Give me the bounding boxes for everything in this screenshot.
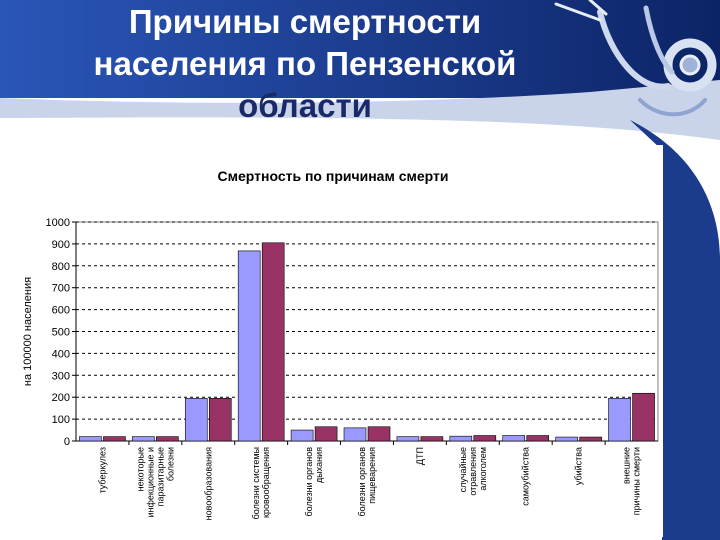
bar [103, 436, 126, 442]
y-tick-label: 500 [52, 327, 70, 339]
x-tick-label-line: отравления [468, 447, 478, 496]
x-tick-label: туберкулез [97, 447, 107, 493]
y-tick-label: 900 [52, 239, 70, 251]
x-tick-label-line: причины смерти [632, 447, 642, 515]
x-tick-label: болезни органовпищеварения [357, 447, 377, 517]
x-tick-label: ДТП [415, 447, 425, 465]
x-tick-label-line: пищеварения [367, 447, 377, 504]
chart-panel: Смертность по причинам смерти 0 100 200 300 4… [3, 145, 663, 537]
bar-chart: Смертность по причинам смерти 0 100 200 300 4… [22, 168, 659, 520]
stethoscope-icon [554, 0, 717, 117]
bar [237, 250, 261, 442]
bar [579, 436, 602, 442]
bar [314, 426, 338, 442]
x-tick-label-line: паразитарные [155, 447, 165, 506]
x-tick-label-line: болезни системы [251, 447, 261, 519]
x-tick-label: самоубийства [521, 447, 531, 506]
bar [502, 435, 526, 442]
y-tick-label: 400 [52, 348, 70, 360]
y-tick-label: 1000 [46, 217, 70, 229]
x-tick-label-line: случайные [458, 447, 468, 492]
x-tick-label-line: болезни органов [357, 447, 367, 517]
bar [156, 436, 179, 442]
bar [367, 426, 391, 442]
x-tick-label: случайныеотравленияалкоголем [458, 447, 488, 496]
page-title-line-3: области [238, 87, 372, 124]
chart-title: Смертность по причинам смерти [218, 168, 449, 184]
x-tick-label-line: новообразования [203, 447, 213, 520]
right-panel [630, 120, 720, 540]
bar [184, 397, 208, 442]
bar [632, 392, 655, 442]
bar [608, 397, 631, 442]
x-tick-label-line: дыхания [314, 447, 324, 483]
bar [473, 435, 497, 442]
x-tick-label-line: кровообращения [261, 447, 271, 518]
bar [555, 436, 578, 442]
bar [290, 429, 314, 442]
bar [132, 436, 155, 442]
header-swoosh [0, 80, 720, 140]
x-tick-label-line: ДТП [415, 447, 425, 465]
x-tick-label-line: инфекционные и [145, 447, 155, 517]
page-title-line-2: населения по Пензенской [93, 45, 517, 82]
x-tick-label: болезни системыкровообращения [251, 447, 271, 519]
y-tick-label: 100 [52, 414, 70, 426]
bar [420, 436, 444, 442]
y-tick-label: 700 [52, 283, 70, 295]
bar [79, 436, 102, 442]
page-title-line-1: Причины смертности [128, 3, 482, 40]
y-tick-label: 300 [52, 370, 70, 382]
x-tick-label: некоторыеинфекционные ипаразитарныеболез… [135, 447, 175, 517]
x-tick-label-line: убийства [574, 447, 584, 485]
bar [261, 242, 285, 442]
x-tick-label-line: туберкулез [97, 447, 107, 493]
x-tick-label-line: болезни органов [304, 447, 314, 517]
x-tick-label-line: болезни [165, 447, 175, 481]
x-tick-label-line: самоубийства [521, 447, 531, 506]
y-axis-title: на 100000 населения [22, 277, 34, 386]
y-tick-label: 0 [64, 436, 70, 448]
bar [526, 435, 550, 442]
x-tick-label-line: некоторые [135, 447, 145, 491]
y-tick-label: 600 [52, 305, 70, 317]
bar [449, 435, 473, 442]
x-tick-label: новообразования [203, 447, 213, 520]
x-tick-label: внешниепричины смерти [622, 447, 642, 515]
x-tick-label-line: внешние [622, 447, 632, 484]
bar [343, 427, 367, 442]
bar [396, 436, 420, 442]
y-tick-label: 200 [52, 392, 70, 404]
x-tick-label-line: алкоголем [478, 447, 488, 491]
x-tick-label: болезни органовдыхания [304, 447, 324, 517]
x-tick-label: убийства [574, 447, 584, 485]
bar [208, 397, 232, 442]
y-tick-label: 800 [52, 261, 70, 273]
